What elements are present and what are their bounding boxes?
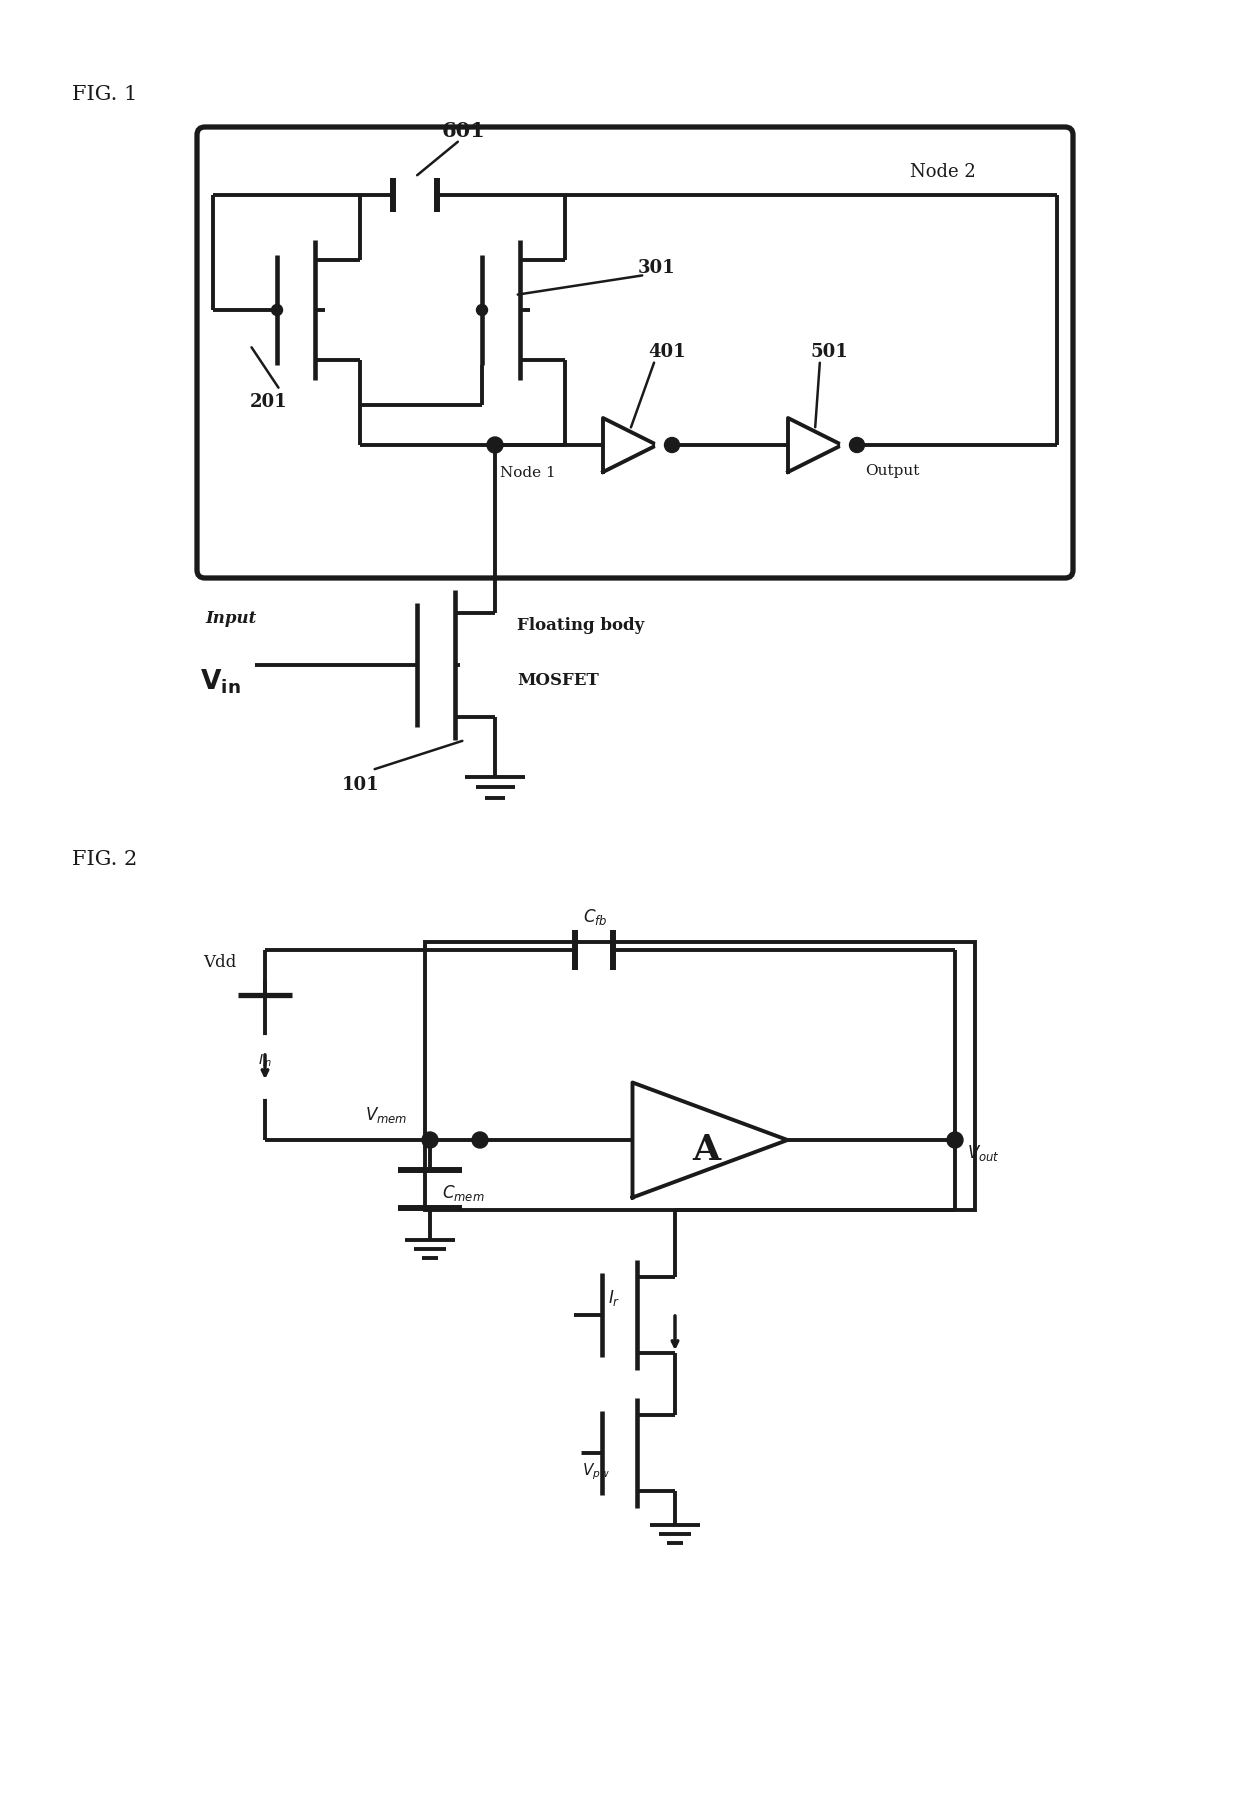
Text: Node 2: Node 2 <box>910 163 976 181</box>
Circle shape <box>568 1447 580 1459</box>
Circle shape <box>842 438 857 452</box>
Text: Input: Input <box>205 610 257 626</box>
Text: $V_{pw}$: $V_{pw}$ <box>582 1461 610 1481</box>
Text: $C_{mem}$: $C_{mem}$ <box>441 1183 485 1203</box>
Text: 201: 201 <box>250 393 288 411</box>
Text: $I_{in}$: $I_{in}$ <box>258 1054 272 1070</box>
Circle shape <box>947 1133 963 1149</box>
Text: Node 1: Node 1 <box>500 467 556 479</box>
Circle shape <box>476 305 487 316</box>
Text: $C_{fb}$: $C_{fb}$ <box>583 906 608 926</box>
Text: $V_{mem}$: $V_{mem}$ <box>365 1106 408 1125</box>
Circle shape <box>849 438 864 452</box>
Text: 301: 301 <box>639 258 676 276</box>
Text: Output: Output <box>866 463 919 477</box>
Text: A: A <box>692 1133 720 1167</box>
Text: $\mathbf{V}_{\mathbf{in}}$: $\mathbf{V}_{\mathbf{in}}$ <box>200 668 241 696</box>
FancyBboxPatch shape <box>197 127 1073 578</box>
Text: 101: 101 <box>342 775 379 793</box>
Bar <box>425 942 975 1210</box>
Text: $V_{out}$: $V_{out}$ <box>967 1143 999 1163</box>
Circle shape <box>272 305 283 316</box>
Text: Vdd: Vdd <box>203 953 237 971</box>
Circle shape <box>236 1038 295 1097</box>
Text: Floating body: Floating body <box>517 617 645 634</box>
Text: FIG. 1: FIG. 1 <box>72 84 138 104</box>
Text: $I_r$: $I_r$ <box>608 1289 620 1309</box>
Circle shape <box>422 1133 438 1149</box>
Polygon shape <box>603 418 657 472</box>
Text: MOSFET: MOSFET <box>517 671 599 689</box>
Text: FIG. 2: FIG. 2 <box>72 851 138 869</box>
Circle shape <box>472 1133 489 1149</box>
Text: 501: 501 <box>810 343 848 361</box>
Text: 601: 601 <box>441 120 486 142</box>
Text: 401: 401 <box>649 343 686 361</box>
Polygon shape <box>787 418 842 472</box>
Circle shape <box>657 438 672 452</box>
Circle shape <box>665 438 680 452</box>
Polygon shape <box>632 1082 787 1197</box>
Circle shape <box>487 436 503 452</box>
